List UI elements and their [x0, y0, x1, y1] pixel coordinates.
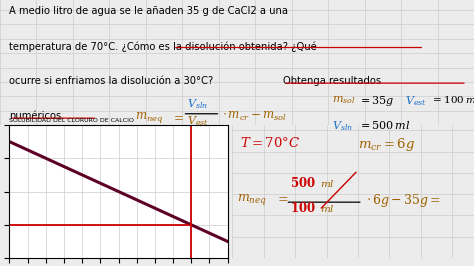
Text: $m_{neq}$: $m_{neq}$: [237, 192, 267, 206]
Text: $\mathbf{500}$: $\mathbf{500}$: [290, 176, 316, 190]
Text: $m_{cr}=6g$: $m_{cr}=6g$: [358, 136, 415, 153]
Text: $\mathbf{100}$: $\mathbf{100}$: [290, 201, 316, 215]
Text: $V_{est}$: $V_{est}$: [187, 114, 209, 128]
Text: numéricos.: numéricos.: [9, 111, 65, 121]
Text: $V_{sln}$: $V_{sln}$: [332, 119, 353, 132]
Text: ocurre si enfriamos la disolución a 30°C?: ocurre si enfriamos la disolución a 30°C…: [9, 76, 214, 86]
Text: $\cdot\,6g-35g=$: $\cdot\,6g-35g=$: [366, 192, 441, 209]
Text: $=$: $=$: [274, 192, 288, 205]
Text: $T=70°C$: $T=70°C$: [239, 136, 300, 150]
Text: $m_{neq}$: $m_{neq}$: [135, 110, 164, 125]
Text: $ml$: $ml$: [320, 203, 335, 214]
Text: $=35g$: $=35g$: [358, 94, 394, 108]
Text: A medio litro de agua se le añaden 35 g de CaCl2 a una: A medio litro de agua se le añaden 35 g …: [9, 6, 289, 16]
Text: $V_{est}$: $V_{est}$: [405, 94, 427, 107]
Text: $ml$: $ml$: [320, 178, 335, 189]
Text: $\cdot\,m_{cr}-m_{sol}$: $\cdot\,m_{cr}-m_{sol}$: [222, 110, 287, 123]
Text: temperatura de 70°C. ¿Cómo es la disolución obtenida? ¿Qué: temperatura de 70°C. ¿Cómo es la disoluc…: [9, 41, 317, 52]
Text: Obtenga resultados: Obtenga resultados: [283, 76, 382, 86]
Text: $=100\,ml$: $=100\,ml$: [431, 94, 474, 105]
Text: $m_{sol}$: $m_{sol}$: [332, 94, 355, 106]
Text: $=$: $=$: [171, 110, 183, 123]
Text: $V_{sln}$: $V_{sln}$: [187, 98, 208, 111]
Text: $=500\,ml$: $=500\,ml$: [358, 119, 410, 131]
Text: SOLUBILIDAD DEL CLORURO DE CALCIO: SOLUBILIDAD DEL CLORURO DE CALCIO: [9, 118, 135, 123]
